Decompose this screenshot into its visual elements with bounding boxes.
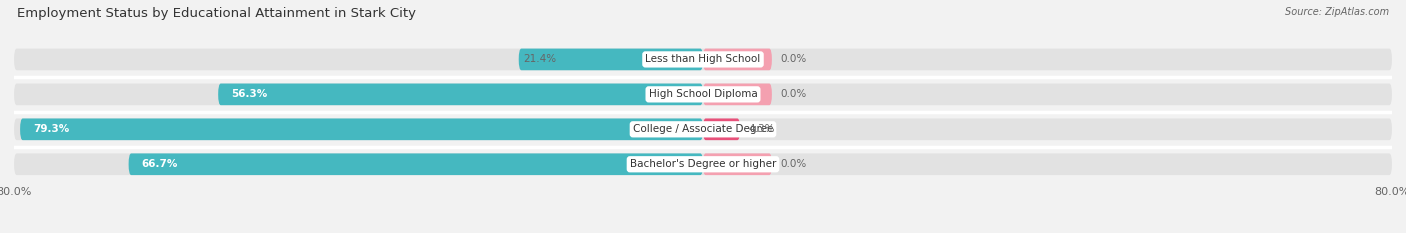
- Text: College / Associate Degree: College / Associate Degree: [633, 124, 773, 134]
- Text: 0.0%: 0.0%: [780, 89, 807, 99]
- Text: Less than High School: Less than High School: [645, 55, 761, 64]
- FancyBboxPatch shape: [128, 154, 703, 175]
- FancyBboxPatch shape: [703, 154, 772, 175]
- Text: 66.7%: 66.7%: [142, 159, 179, 169]
- Text: 4.3%: 4.3%: [748, 124, 775, 134]
- FancyBboxPatch shape: [703, 118, 740, 140]
- FancyBboxPatch shape: [14, 49, 1392, 70]
- Text: 21.4%: 21.4%: [523, 55, 557, 64]
- FancyBboxPatch shape: [703, 84, 772, 105]
- Text: Employment Status by Educational Attainment in Stark City: Employment Status by Educational Attainm…: [17, 7, 416, 20]
- Text: High School Diploma: High School Diploma: [648, 89, 758, 99]
- FancyBboxPatch shape: [14, 154, 1392, 175]
- FancyBboxPatch shape: [14, 118, 1392, 140]
- FancyBboxPatch shape: [14, 84, 1392, 105]
- Text: 0.0%: 0.0%: [780, 159, 807, 169]
- FancyBboxPatch shape: [703, 49, 772, 70]
- Text: Source: ZipAtlas.com: Source: ZipAtlas.com: [1285, 7, 1389, 17]
- Text: Bachelor's Degree or higher: Bachelor's Degree or higher: [630, 159, 776, 169]
- FancyBboxPatch shape: [20, 118, 703, 140]
- FancyBboxPatch shape: [519, 49, 703, 70]
- FancyBboxPatch shape: [218, 84, 703, 105]
- Text: 79.3%: 79.3%: [32, 124, 69, 134]
- Text: 56.3%: 56.3%: [231, 89, 267, 99]
- Legend: In Labor Force, Unemployed: In Labor Force, Unemployed: [603, 230, 803, 233]
- Text: 0.0%: 0.0%: [780, 55, 807, 64]
